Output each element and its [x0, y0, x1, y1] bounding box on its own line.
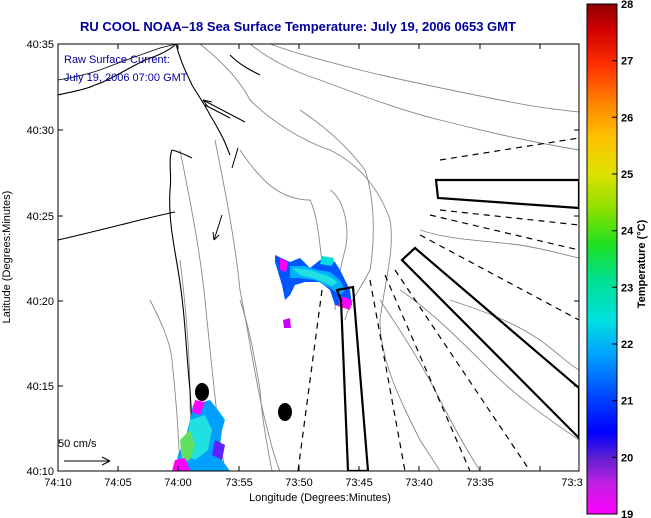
colorbar-tick-label: 27 [621, 56, 633, 68]
colorbar-tick-marks [612, 3, 617, 515]
y-tick-label: 40:35 [26, 39, 54, 51]
y-tick-label: 40:30 [26, 125, 54, 137]
colorbar-tick-label: 22 [621, 339, 633, 351]
plot-area [58, 44, 579, 471]
colorbar-tick-label: 26 [621, 112, 633, 124]
colorbar-tick-label: 20 [621, 452, 633, 464]
colorbar-tick-label: 28 [621, 0, 633, 11]
colorbar-tick-label: 21 [621, 396, 633, 408]
y-tick-label: 40:10 [26, 466, 54, 478]
x-tick-label: 73:45 [345, 477, 373, 489]
colorbar-tick-label: 23 [621, 282, 633, 294]
x-tick-label: 73:3 [561, 477, 582, 489]
colorbar-tick-label: 24 [621, 226, 634, 238]
x-tick-label: 74:05 [104, 477, 132, 489]
y-tick-marks [58, 43, 579, 472]
scale-arrow [64, 456, 111, 466]
marker-ellipse-2 [278, 403, 292, 421]
current-label-line2: July 19, 2006 07:00 GMT [64, 72, 188, 84]
x-axis-label: Longitude (Degrees:Minutes) [249, 492, 391, 504]
current-arrows [202, 99, 246, 241]
colorbar [586, 3, 618, 515]
y-tick-label: 40:15 [26, 381, 54, 393]
x-tick-label: 73:50 [285, 477, 313, 489]
y-axis-label: Latitude (Degrees:Minutes) [1, 191, 13, 324]
colorbar-label: Temperature (°C) [636, 219, 648, 308]
colorbar-tick-label: 19 [621, 509, 633, 518]
x-tick-label: 73:35 [466, 477, 494, 489]
sst-patches [172, 255, 352, 471]
x-tick-label: 74:10 [44, 477, 72, 489]
colorbar-tick-labels: 28 27 26 25 24 23 22 21 20 19 [621, 0, 634, 518]
map-title-text: RU COOL NOAA–18 Sea Surface Temperature:… [80, 19, 516, 34]
x-tick-label: 73:55 [225, 477, 253, 489]
land-details [58, 44, 177, 81]
x-tick-label: 74:00 [164, 477, 192, 489]
scale-label: 50 cm/s [58, 438, 97, 450]
plot-frame [57, 43, 580, 472]
radar-beams [335, 178, 579, 471]
y-tick-label: 40:20 [26, 296, 54, 308]
y-tick-label: 40:25 [26, 211, 54, 223]
x-tick-label: 73:40 [405, 477, 433, 489]
x-tick-marks [57, 44, 541, 471]
radial-dashed-lines [297, 137, 579, 471]
y-tick-labels: 40:35 40:30 40:25 40:20 40:15 40:10 [26, 39, 54, 478]
current-label-line1: Raw Surface Current: [64, 54, 170, 66]
colorbar-tick-label: 25 [621, 169, 633, 181]
x-tick-labels: 74:10 74:05 74:00 73:55 73:50 73:45 73:4… [44, 477, 582, 489]
marker-ellipse-1 [195, 383, 209, 401]
